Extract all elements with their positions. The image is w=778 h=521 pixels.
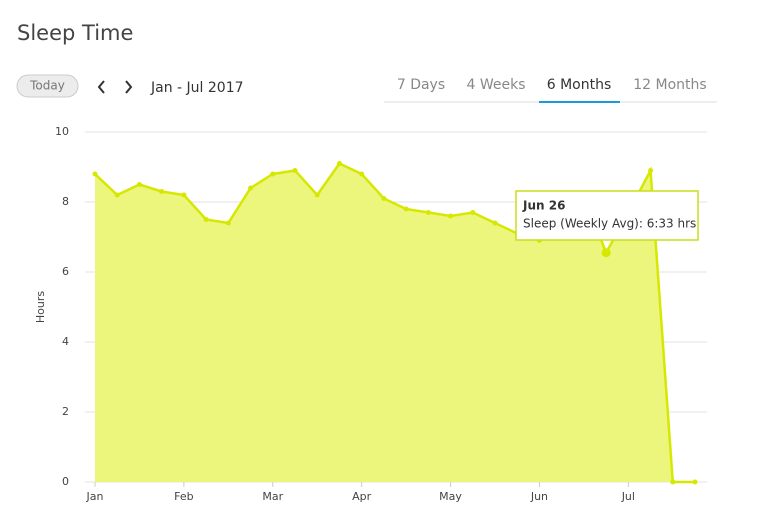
y-tick-label: 0 xyxy=(62,475,69,488)
tooltip-text: Sleep (Weekly Avg): 6:33 hrs xyxy=(523,217,696,231)
point[interactable] xyxy=(670,479,676,485)
tab[interactable]: 7 Days xyxy=(397,77,445,93)
next-arrow[interactable] xyxy=(125,80,133,94)
y-tick-label: 8 xyxy=(62,195,69,208)
point[interactable] xyxy=(359,171,365,177)
point[interactable] xyxy=(181,192,187,198)
y-tick-label: 4 xyxy=(62,335,69,348)
page-title: Sleep Time xyxy=(17,21,133,45)
point[interactable] xyxy=(692,479,698,485)
point[interactable] xyxy=(292,168,298,173)
point[interactable] xyxy=(92,171,98,177)
x-tick-label: Jan xyxy=(86,490,104,503)
date-range: Jan - Jul 2017 xyxy=(150,80,244,96)
point[interactable] xyxy=(425,210,431,215)
point[interactable] xyxy=(114,192,120,198)
prev-arrow[interactable] xyxy=(97,80,105,94)
area xyxy=(95,163,695,482)
tooltip-title: Jun 26 xyxy=(522,199,565,213)
point[interactable] xyxy=(159,189,165,194)
point[interactable] xyxy=(314,192,320,198)
point[interactable] xyxy=(248,185,254,191)
tab[interactable]: 12 Months xyxy=(633,77,706,93)
point[interactable] xyxy=(136,182,142,187)
point[interactable] xyxy=(203,217,209,222)
x-tick-label: Apr xyxy=(352,490,372,503)
tooltip-box xyxy=(515,190,699,241)
point[interactable] xyxy=(601,248,611,258)
point[interactable] xyxy=(225,220,231,226)
tab[interactable]: 6 Months xyxy=(547,77,612,93)
x-tick-label: Jun xyxy=(530,490,548,503)
tabs: 7 Days 4 Weeks 6 Months 12 Months xyxy=(397,77,707,103)
point[interactable] xyxy=(470,210,476,215)
point[interactable] xyxy=(336,161,342,166)
x-tick-label: Feb xyxy=(174,490,193,503)
y-tick-label: 2 xyxy=(62,405,69,418)
point[interactable] xyxy=(403,206,409,212)
today-label[interactable]: Today xyxy=(29,79,65,93)
x-tick-label: Mar xyxy=(262,490,283,503)
x-tick-label: Jul xyxy=(621,490,635,503)
point[interactable] xyxy=(448,213,454,219)
point[interactable] xyxy=(648,168,654,173)
chart: 0 2 4 6 8 10 Hours Jan Feb Mar Apr May Jun Jul Jun 26 S… xyxy=(34,125,707,503)
point[interactable] xyxy=(492,220,498,226)
y-tick-label: 10 xyxy=(55,125,69,138)
today-button[interactable] xyxy=(16,74,79,98)
y-axis-label: Hours xyxy=(34,291,47,323)
point[interactable] xyxy=(270,171,276,177)
x-tick-label: May xyxy=(439,490,462,503)
point[interactable] xyxy=(381,196,387,201)
tab[interactable]: 4 Weeks xyxy=(466,77,525,93)
y-tick-label: 6 xyxy=(62,265,69,278)
